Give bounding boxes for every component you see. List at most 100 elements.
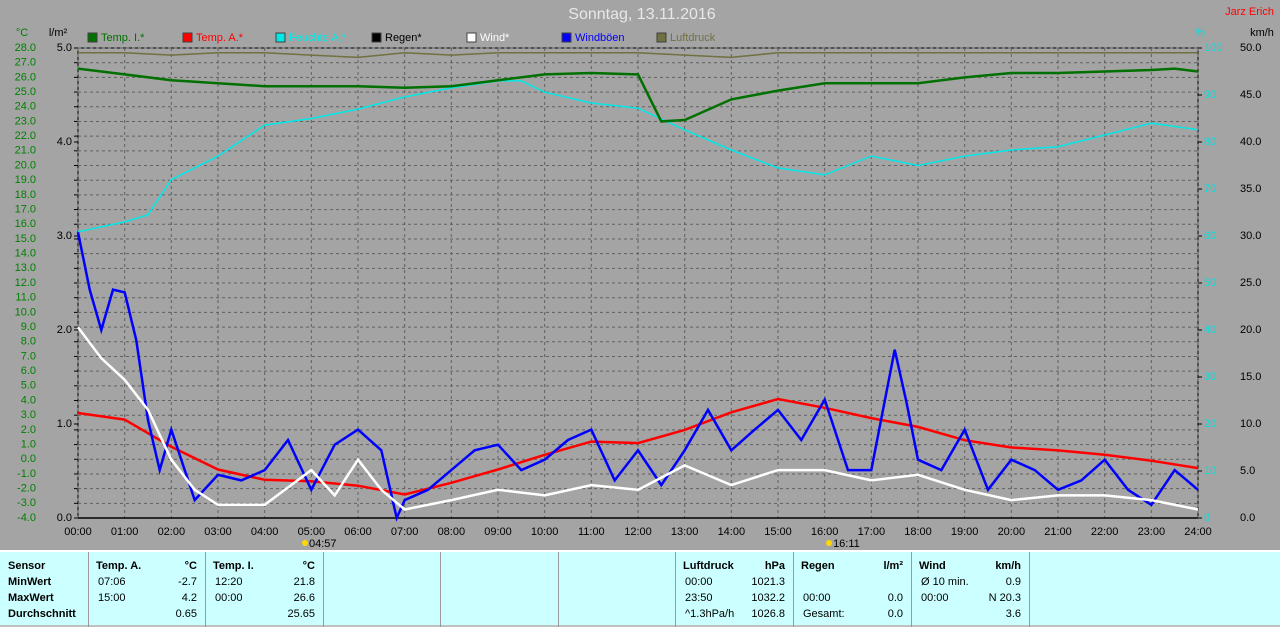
x-tick-label: 08:00	[438, 526, 466, 538]
cell-time: ^1.3hPa/h	[685, 608, 735, 620]
x-tick-label: 20:00	[998, 526, 1026, 538]
legend-swatch	[561, 32, 572, 43]
cell-time: 00:00	[803, 592, 831, 604]
legend-label: Regen*	[385, 32, 422, 44]
cell-value: 1021.3	[751, 576, 785, 588]
y-tick-label: -3.0	[17, 497, 36, 509]
x-tick-label: 24:00	[1184, 526, 1212, 538]
x-tick-label: 17:00	[858, 526, 886, 538]
column-divider	[205, 552, 206, 627]
group-title: Regen	[801, 560, 835, 572]
y-tick-label: 8.0	[21, 336, 36, 348]
legend-label: Luftdruck	[670, 32, 716, 44]
x-tick-label: 09:00	[484, 526, 512, 538]
y-tick-label: 7.0	[21, 350, 36, 362]
group-unit: km/h	[995, 560, 1021, 572]
stats-table: Sensor MinWert MaxWert Durchschnitt Temp. A.…	[0, 550, 1280, 627]
cell-value: 0.0	[887, 608, 903, 620]
column-divider	[675, 552, 676, 627]
x-tick-label: 12:00	[624, 526, 652, 538]
y-tick-label: 1.0	[21, 438, 36, 450]
group-title: Temp. I.	[213, 560, 254, 572]
y-tick-label: 60	[1204, 230, 1216, 242]
cell-value: 1026.8	[751, 608, 785, 620]
axis-unit: km/h	[1250, 27, 1274, 39]
sun-marker	[826, 540, 833, 546]
annotation: 16:11	[833, 538, 860, 550]
y-tick-label: 13.0	[15, 262, 36, 274]
y-tick-label: -4.0	[17, 512, 36, 524]
y-tick-label: 2.0	[57, 324, 72, 336]
y-tick-label: 3.0	[57, 230, 72, 242]
chart: Sonntag, 13.11.2016 Jarz Erich °C 28.0 27.…	[0, 0, 1280, 550]
y-tick-label: 25.0	[15, 86, 36, 98]
y-tick-label: 0.0	[21, 453, 36, 465]
y-tick-label: 50.0	[1240, 42, 1261, 54]
x-tick-label: 02:00	[158, 526, 186, 538]
y-tick-label: 27.0	[15, 57, 36, 69]
y-tick-label: 35.0	[1240, 183, 1261, 195]
table-header: Sensor	[8, 560, 46, 572]
x-tick-label: 11:00	[578, 526, 605, 538]
y-tick-label: 45.0	[1240, 89, 1261, 101]
series-line	[78, 51, 1198, 59]
y-tick-label: 15.0	[15, 233, 36, 245]
x-tick-label: 10:00	[531, 526, 559, 538]
legend-swatch	[656, 32, 667, 43]
y-tick-label: -2.0	[17, 483, 36, 495]
y-tick-label: 10.0	[15, 306, 36, 318]
y-tick-label: 14.0	[15, 248, 36, 260]
x-tick-label: 14:00	[718, 526, 746, 538]
chart-title: Sonntag, 13.11.2016	[568, 6, 715, 23]
y-tick-label: 19.0	[15, 174, 36, 186]
y-tick-label: 5.0	[21, 380, 36, 392]
column-divider	[323, 552, 324, 627]
series-line	[77, 80, 1199, 233]
x-tick-label: 07:00	[391, 526, 419, 538]
cell-time: 00:00	[921, 592, 949, 604]
y-tick-label: 21.0	[15, 145, 36, 157]
cell-value: N 20.3	[988, 592, 1021, 604]
legend-swatch	[87, 32, 98, 43]
legend-label: Windböen	[575, 32, 625, 44]
cell-value: 3.6	[1005, 608, 1021, 620]
x-tick-label: 15:00	[764, 526, 792, 538]
row-label: MaxWert	[8, 592, 54, 604]
y-tick-label: 70	[1204, 183, 1216, 195]
x-tick-label: 23:00	[1138, 526, 1166, 538]
legend-swatch	[466, 32, 477, 43]
y-tick-label: -1.0	[17, 468, 36, 480]
y-tick-label: 23.0	[15, 115, 36, 127]
y-tick-label: 9.0	[21, 321, 36, 333]
legend-swatch	[182, 32, 193, 43]
series-line	[77, 67, 1199, 123]
y-tick-label: 17.0	[15, 203, 36, 215]
x-tick-label: 13:00	[671, 526, 699, 538]
y-tick-label: 6.0	[21, 365, 36, 377]
y-tick-label: 30	[1204, 371, 1216, 383]
y-tick-label: 26.0	[15, 71, 36, 83]
cell-value: 26.6	[293, 592, 315, 604]
cell-time: Ø 10 min.	[921, 576, 969, 588]
y-tick-label: 22.0	[15, 130, 36, 142]
y-tick-label: 4.0	[21, 394, 36, 406]
cell-value: 25.65	[287, 608, 315, 620]
column-divider	[793, 552, 794, 627]
y-tick-label: 28.0	[15, 42, 36, 54]
y-tick-label: 20.0	[1240, 324, 1261, 336]
y-tick-label: 40	[1204, 324, 1216, 336]
y-tick-label: 40.0	[1240, 136, 1261, 148]
cell-value: 0.65	[175, 608, 197, 620]
series-line	[76, 231, 1199, 522]
y-tick-label: 4.0	[57, 136, 72, 148]
y-tick-label: 0	[1204, 512, 1210, 524]
y-tick-label: 2.0	[21, 424, 36, 436]
x-tick-label: 00:00	[64, 526, 92, 538]
axis-unit: °C	[16, 27, 28, 39]
group-title: Temp. A.	[96, 560, 142, 572]
group-title: Wind	[919, 560, 946, 572]
x-tick-label: 05:00	[298, 526, 326, 538]
x-tick-label: 18:00	[904, 526, 932, 538]
cell-value: 4.2	[181, 592, 197, 604]
